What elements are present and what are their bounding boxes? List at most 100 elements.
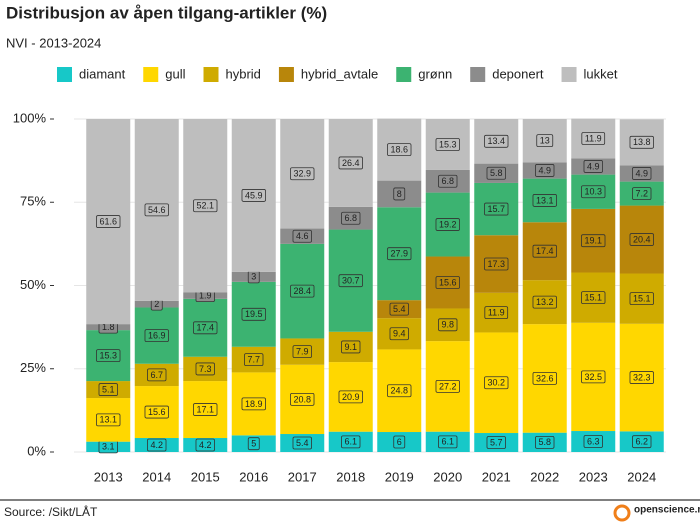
value-label-box xyxy=(435,379,460,393)
value-label: 28.4 xyxy=(293,286,311,296)
value-label-box xyxy=(193,321,218,335)
value-label: 5.4 xyxy=(296,438,309,448)
legend-label: lukket xyxy=(584,66,618,81)
value-label: 19.5 xyxy=(245,309,263,319)
value-label: 30.2 xyxy=(487,378,505,388)
value-label: 9.1 xyxy=(344,342,357,352)
value-label-box xyxy=(247,437,260,451)
value-label: 19.2 xyxy=(439,219,457,229)
value-label-box xyxy=(147,438,167,452)
value-label: 6.8 xyxy=(344,213,357,223)
x-tick-label: 2018 xyxy=(336,469,365,484)
value-label: 15.6 xyxy=(148,407,166,417)
value-label: 6.2 xyxy=(635,437,648,447)
value-label-box xyxy=(484,376,509,390)
legend-label: deponert xyxy=(492,66,544,81)
legend-label: grønn xyxy=(418,66,452,81)
value-label: 7.7 xyxy=(247,354,260,364)
value-label: 27.9 xyxy=(390,249,408,259)
value-label: 13.2 xyxy=(536,297,554,307)
x-tick-label: 2016 xyxy=(239,469,268,484)
value-label-box xyxy=(581,185,606,199)
value-label-box xyxy=(629,233,654,246)
value-label: 6.8 xyxy=(441,176,454,186)
value-label: 15.3 xyxy=(439,139,457,149)
value-label-box xyxy=(241,307,266,321)
value-label: 18.9 xyxy=(245,399,263,409)
legend-swatch xyxy=(143,67,159,82)
value-label: 4.6 xyxy=(296,231,309,241)
value-label-box xyxy=(144,405,169,419)
value-label-box xyxy=(387,384,412,398)
value-label: 1.9 xyxy=(199,291,212,301)
chart-title: Distribusjon av åpen tilgang-artikler (%… xyxy=(6,3,327,22)
value-label-box xyxy=(532,295,557,309)
value-label-box xyxy=(389,327,409,341)
value-label-box xyxy=(290,167,315,181)
value-label: 8 xyxy=(397,189,402,199)
value-label: 32.9 xyxy=(293,169,311,179)
value-label-box xyxy=(144,203,169,217)
value-label: 20.8 xyxy=(293,394,311,404)
y-tick-label: 25% xyxy=(20,360,46,375)
value-label-box xyxy=(241,397,266,411)
value-label-box xyxy=(341,435,361,449)
value-label-box xyxy=(338,156,363,170)
value-label-box xyxy=(387,143,412,157)
value-label: 9.8 xyxy=(441,320,454,330)
value-label-box xyxy=(532,194,557,207)
value-label-box xyxy=(96,413,121,427)
value-label-box xyxy=(241,189,266,202)
value-label-box xyxy=(389,302,409,316)
value-label-box xyxy=(393,435,406,449)
value-label-box xyxy=(292,229,312,243)
x-tick-label: 2017 xyxy=(288,469,317,484)
source: Source: /Sikt/LÅT xyxy=(4,504,98,519)
value-label: 15.1 xyxy=(584,293,602,303)
value-label: 20.4 xyxy=(633,234,651,244)
x-tick-label: 2013 xyxy=(94,469,123,484)
value-label: 2 xyxy=(154,299,159,309)
legend-label: diamant xyxy=(79,66,126,81)
value-label-box xyxy=(581,370,606,384)
value-label-box xyxy=(535,164,555,177)
value-label: 52.1 xyxy=(196,201,214,211)
legend-swatch xyxy=(396,67,412,82)
value-label-box xyxy=(581,132,606,145)
value-label: 17.1 xyxy=(196,404,214,414)
x-tick-label: 2024 xyxy=(627,469,656,484)
value-label: 3 xyxy=(251,272,256,282)
y-tick-label: 100% xyxy=(13,110,47,125)
value-label: 4.9 xyxy=(587,161,600,171)
value-label: 17.4 xyxy=(196,323,214,333)
value-label-box xyxy=(435,276,460,289)
x-tick-label: 2021 xyxy=(482,469,511,484)
value-label: 1.8 xyxy=(102,322,115,332)
value-label: 15.1 xyxy=(633,294,651,304)
value-label: 61.6 xyxy=(99,216,117,226)
value-label: 19.1 xyxy=(584,236,602,246)
value-label: 4.2 xyxy=(150,440,163,450)
value-label-box xyxy=(96,215,121,228)
value-label: 6.1 xyxy=(344,437,357,447)
value-label: 13.8 xyxy=(633,137,651,147)
value-label: 27.2 xyxy=(439,381,457,391)
legend-swatch xyxy=(561,67,577,82)
value-label: 4.9 xyxy=(538,165,551,175)
value-label: 4.2 xyxy=(199,440,212,450)
legend-label: gull xyxy=(165,66,185,81)
value-label-box xyxy=(484,257,509,271)
value-label-box xyxy=(438,435,458,449)
value-label: 20.9 xyxy=(342,392,360,402)
value-label: 5 xyxy=(251,439,256,449)
value-label: 13.4 xyxy=(487,136,505,146)
value-label: 16.9 xyxy=(148,330,166,340)
value-label-box xyxy=(484,202,509,216)
value-label: 13.1 xyxy=(99,415,117,425)
value-label-box xyxy=(484,306,509,320)
value-label-box xyxy=(486,436,506,449)
value-label-box xyxy=(583,160,603,173)
value-label-box xyxy=(393,187,406,201)
value-label-box xyxy=(484,134,509,148)
